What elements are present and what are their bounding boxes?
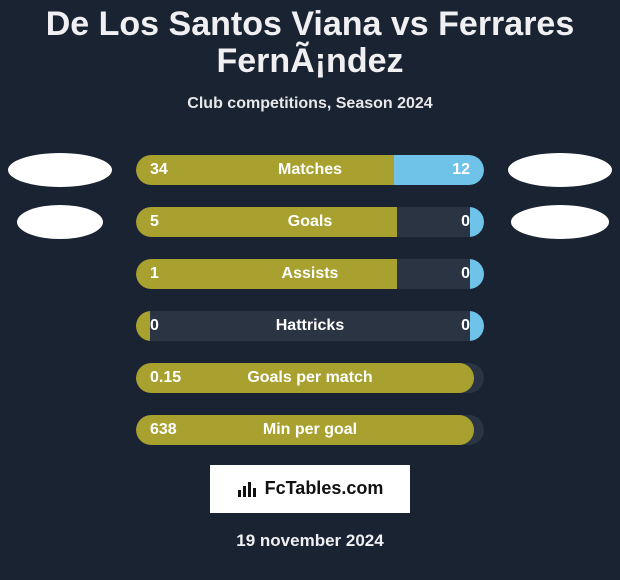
stat-bar: 10Assists xyxy=(136,259,484,289)
player-avatar-left xyxy=(17,205,102,239)
stat-bar: 50Goals xyxy=(136,207,484,237)
stat-bar: 638Min per goal xyxy=(136,415,484,445)
stat-bar: 3412Matches xyxy=(136,155,484,185)
avatar-spacer xyxy=(508,257,612,291)
avatar-spacer xyxy=(8,257,112,291)
stat-row: 10Assists xyxy=(0,257,620,291)
stat-bar-left-fill xyxy=(136,415,474,445)
page-title: De Los Santos Viana vs Ferrares FernÃ¡nd… xyxy=(10,6,610,81)
date-label: 19 november 2024 xyxy=(0,531,620,551)
stat-value-right: 0 xyxy=(461,207,470,237)
stat-row: 0 0Hattricks xyxy=(0,309,620,343)
avatar-spacer xyxy=(8,361,112,395)
avatar-spacer xyxy=(508,361,612,395)
stat-bar-left-fill xyxy=(136,311,150,341)
bars-icon xyxy=(237,480,259,498)
stat-bar-left-fill xyxy=(136,363,474,393)
stat-bar: 0 0Hattricks xyxy=(136,311,484,341)
brand-label: FcTables.com xyxy=(265,478,384,499)
stats-rows: 3412Matches50Goals10Assists00Hattricks0.… xyxy=(0,153,620,447)
brand-text: FcTables.com xyxy=(237,478,384,499)
stat-bar: 0.15Goals per match xyxy=(136,363,484,393)
player-avatar-right xyxy=(511,205,610,239)
stat-value-right: 0 xyxy=(461,259,470,289)
stat-bar-right-fill xyxy=(470,311,484,341)
avatar-spacer xyxy=(8,413,112,447)
avatar-spacer xyxy=(508,309,612,343)
stat-bar-left-fill xyxy=(136,207,397,237)
stat-value-right: 0 xyxy=(461,311,470,341)
player-avatar-left xyxy=(8,153,112,187)
stat-bar-left-fill xyxy=(136,259,397,289)
stat-row: 50Goals xyxy=(0,205,620,239)
stat-row: 638Min per goal xyxy=(0,413,620,447)
stat-bar-left-fill xyxy=(136,155,394,185)
stat-value-left: 0 xyxy=(150,311,159,341)
stat-bar-right-fill xyxy=(470,207,484,237)
stat-bar-right-fill xyxy=(470,259,484,289)
stat-bar-right-fill xyxy=(394,155,484,185)
player-avatar-right xyxy=(508,153,612,187)
comparison-infographic: De Los Santos Viana vs Ferrares FernÃ¡nd… xyxy=(0,0,620,551)
stat-row: 3412Matches xyxy=(0,153,620,187)
avatar-spacer xyxy=(8,309,112,343)
stat-label: Hattricks xyxy=(136,311,484,341)
brand-badge: FcTables.com xyxy=(210,465,410,513)
subtitle: Club competitions, Season 2024 xyxy=(0,95,620,113)
avatar-spacer xyxy=(508,413,612,447)
stat-row: 0.15Goals per match xyxy=(0,361,620,395)
